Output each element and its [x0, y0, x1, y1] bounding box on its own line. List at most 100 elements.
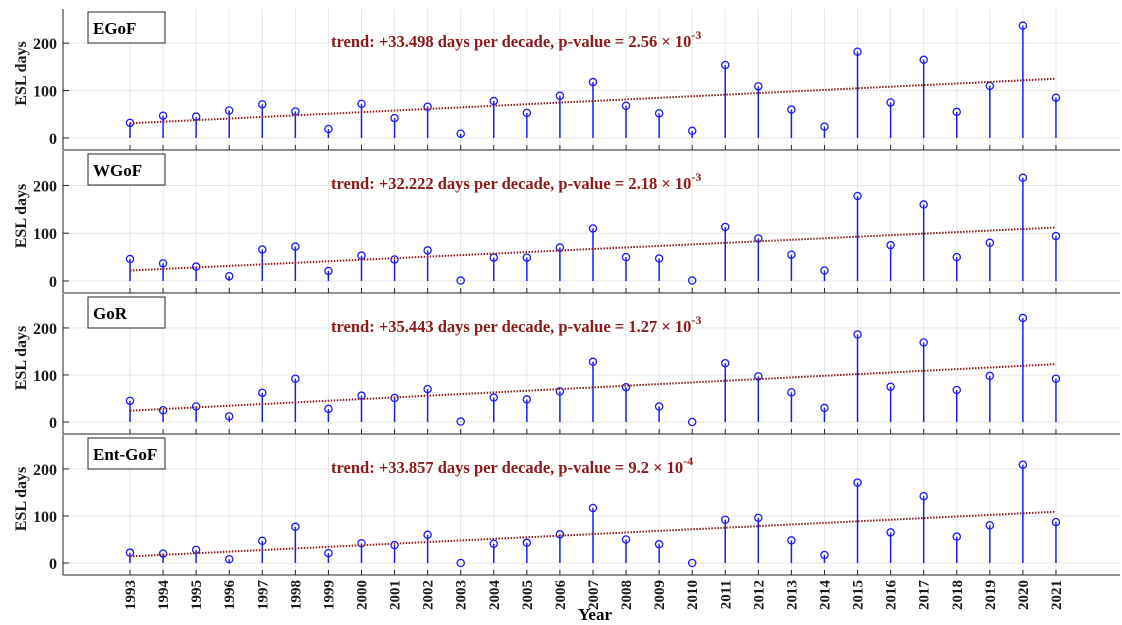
stem-marker-2010: [687, 126, 697, 136]
stem-marker-2012: [754, 82, 763, 91]
stem-marker-2006: [555, 530, 565, 539]
stem-marker-1998: [291, 374, 300, 383]
stem-marker-2009: [654, 109, 664, 118]
stem-marker-1993: [125, 254, 135, 264]
x-tick-label-1995: 1995: [189, 580, 205, 610]
stem-marker-1993: [125, 396, 135, 406]
stem-marker-2006: [555, 387, 565, 396]
x-tick-label-1993: 1993: [123, 580, 139, 610]
stem-marker-1994: [158, 111, 168, 120]
stem-marker-2016: [886, 240, 895, 250]
y-tick-label: 100: [33, 84, 57, 101]
stem-marker-2015: [853, 191, 862, 201]
x-tick-label-2020: 2020: [1016, 580, 1032, 610]
stem-marker-2004: [489, 96, 499, 106]
y-tick-label: 0: [49, 556, 57, 573]
x-tick-label-2012: 2012: [751, 580, 767, 610]
region-label-box: [87, 11, 166, 44]
region-label: EGoF: [93, 19, 136, 38]
x-tick-label-2001: 2001: [388, 580, 404, 610]
y-tick-label: 200: [33, 178, 57, 195]
x-tick-label-2008: 2008: [619, 580, 635, 610]
stem-marker-1996: [224, 412, 234, 421]
stem-marker-1996: [224, 106, 234, 115]
stem-marker-1994: [158, 259, 168, 268]
stem-marker-2019: [985, 371, 995, 381]
stem-marker-1997: [258, 536, 267, 546]
stem-marker-2009: [654, 402, 664, 411]
stem-marker-2010: [687, 558, 697, 568]
stem-marker-2015: [853, 47, 862, 56]
stem-marker-2004: [489, 539, 499, 548]
trend-annotation-exponent: -3: [691, 28, 701, 42]
stem-marker-2014: [820, 550, 829, 560]
stem-marker-2001: [390, 540, 399, 550]
stem-marker-2013: [787, 250, 796, 259]
stem-marker-2002: [423, 384, 432, 394]
stem-marker-2018: [952, 385, 962, 395]
x-tick-label-1996: 1996: [222, 580, 238, 611]
x-axis-label: Year: [578, 605, 612, 624]
region-label: GoR: [93, 304, 128, 323]
stem-marker-2009: [654, 254, 664, 263]
stem-marker-2020: [1018, 21, 1028, 30]
x-tick-label-2021: 2021: [1049, 580, 1065, 610]
stem-marker-2021: [1051, 231, 1061, 241]
y-tick-label: 200: [33, 321, 57, 338]
stem-marker-2017: [919, 55, 928, 65]
stem-marker-2014: [820, 122, 829, 131]
stem-marker-2019: [985, 238, 995, 248]
stem-marker-2018: [952, 252, 962, 262]
stem-marker-2021: [1051, 93, 1061, 102]
stem-marker-2003: [456, 417, 465, 426]
x-tick-label-2018: 2018: [950, 580, 966, 610]
stem-marker-2015: [853, 330, 862, 339]
stem-marker-1998: [291, 242, 300, 251]
stem-marker-2018: [952, 107, 962, 117]
stem-marker-2005: [522, 395, 532, 404]
x-tick-label-2010: 2010: [685, 580, 701, 610]
stem-marker-2012: [754, 513, 763, 523]
x-tick-label-2007: 2007: [586, 580, 602, 611]
trend-annotation-exponent: -3: [691, 313, 701, 327]
stem-marker-2012: [754, 234, 763, 243]
y-axis-label: ESL days: [13, 184, 30, 248]
y-axis-label: ESL days: [13, 467, 30, 531]
stem-marker-2000: [357, 99, 366, 109]
trend-annotation: trend: +35.443 days per decade, p-value …: [331, 313, 701, 336]
x-axis: 1993 1994 1995 1996 1997 1998 1999 2000 2001 2002…: [123, 580, 1065, 611]
region-label-box: [87, 296, 166, 329]
stem-marker-2001: [390, 113, 399, 123]
stem-marker-2017: [919, 200, 928, 209]
y-tick-label: 0: [49, 274, 57, 291]
stem-marker-2002: [423, 102, 432, 111]
trend-annotation: trend: +33.857 days per decade, p-value …: [331, 454, 693, 477]
stem-marker-2017: [919, 338, 928, 347]
y-tick-label: 100: [33, 226, 57, 243]
y-tick-label: 100: [33, 509, 57, 526]
stem-marker-1997: [258, 388, 267, 398]
y-tick-label: 0: [49, 415, 57, 432]
stem-marker-2020: [1018, 460, 1028, 469]
y-tick-label: 200: [33, 36, 57, 53]
stem-marker-2008: [621, 535, 631, 544]
x-tick-label-2006: 2006: [553, 580, 569, 611]
region-label: WGoF: [93, 161, 142, 180]
stem-marker-1999: [324, 404, 333, 414]
x-tick-label-2011: 2011: [718, 580, 734, 609]
stem-marker-2005: [522, 538, 532, 548]
stem-marker-2014: [820, 266, 829, 275]
stem-marker-2019: [985, 81, 995, 91]
stem-marker-2013: [787, 536, 796, 545]
stem-marker-1994: [158, 549, 168, 558]
x-tick-label-2000: 2000: [354, 580, 370, 610]
stem-marker-2016: [886, 98, 895, 107]
y-axis-label: ESL days: [13, 41, 30, 105]
stem-marker-2007: [588, 503, 598, 513]
stem-marker-2007: [588, 357, 598, 367]
stem-marker-2014: [820, 403, 829, 413]
stem-marker-2006: [555, 91, 565, 101]
x-tick-label-1999: 1999: [321, 580, 337, 610]
